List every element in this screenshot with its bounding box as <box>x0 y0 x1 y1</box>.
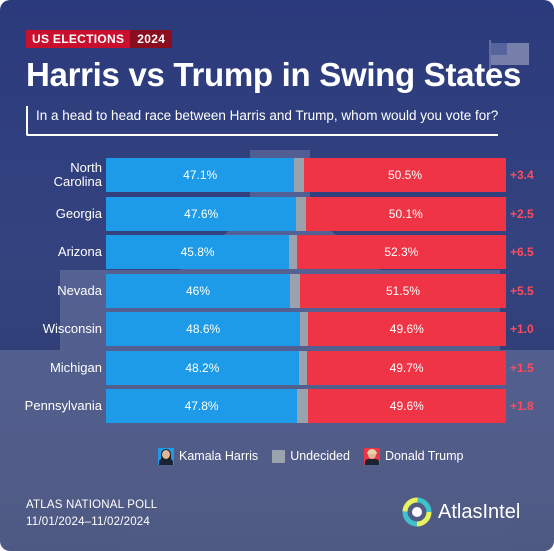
trump-value-label: 52.3% <box>384 245 419 259</box>
state-label: Wisconsin <box>42 321 102 336</box>
poll-source: ATLAS NATIONAL POLL 11/01/2024–11/02/202… <box>26 497 157 531</box>
brand: AtlasIntel <box>402 497 520 527</box>
legend-item-trump: Donald Trump <box>363 447 464 465</box>
category-tag: US ELECTIONS 2024 <box>26 30 173 48</box>
undecided-bar <box>300 312 308 346</box>
trump-lead-label: +1.8 <box>510 399 534 413</box>
state-label: Pennsylvania <box>24 398 102 413</box>
harris-bar <box>106 312 301 346</box>
trump-lead-label: +1.5 <box>510 360 534 375</box>
legend: Kamala Harris Undecided Donald Trump <box>158 446 477 466</box>
harris-value-label: 46% <box>185 283 211 298</box>
question-text: In a head to head race between Harris an… <box>36 108 499 123</box>
trump-value-label: 50.5% <box>387 168 423 182</box>
trump-bar <box>307 312 506 346</box>
state-label: Arizona <box>57 244 102 259</box>
legend-label-trump: Donald Trump <box>384 449 464 463</box>
undecided-swatch <box>272 449 286 463</box>
harris-value-label: 47.6% <box>184 206 219 221</box>
state-label: Michigan <box>49 359 102 375</box>
trump-bar <box>296 235 506 269</box>
harris-value-label: 45.8% <box>180 245 215 259</box>
tag-year: 2024 <box>130 30 173 48</box>
undecided-bar <box>298 350 308 385</box>
poll-dates: 11/01/2024–11/02/2024 <box>26 516 151 528</box>
trump-lead-label: +3.4 <box>510 168 534 182</box>
legend-label-undecided: Undecided <box>290 449 350 463</box>
trump-value-label: 49.6% <box>389 322 424 336</box>
trump-bar <box>307 389 506 423</box>
undecided-bar <box>296 196 306 231</box>
legend-item-harris: Kamala Harris <box>158 447 259 465</box>
harris-bar <box>106 235 290 269</box>
trump-bar <box>300 273 506 308</box>
state-label: North Carolina <box>53 160 102 189</box>
trump-portrait-icon <box>363 447 380 465</box>
harris-bar <box>106 158 295 192</box>
harris-value-label: 48.2% <box>185 360 220 375</box>
harris-value-label: 47.8% <box>184 399 219 413</box>
harris-bar <box>106 273 290 308</box>
legend-item-undecided: Undecided <box>272 449 350 463</box>
harris-bar <box>106 350 299 385</box>
atlasintel-logo-icon <box>402 497 432 527</box>
undecided-bar <box>297 389 308 423</box>
trump-bar <box>307 350 506 385</box>
flag-icon <box>489 40 529 74</box>
state-label: Georgia <box>55 205 102 221</box>
undecided-bar <box>294 158 304 192</box>
trump-lead-label: +1.0 <box>510 322 534 336</box>
trump-lead-label: +6.5 <box>510 245 534 259</box>
trump-lead-label: +5.5 <box>510 283 534 298</box>
legend-label-harris: Kamala Harris <box>179 449 259 463</box>
brand-name: AtlasIntel <box>438 500 521 523</box>
harris-bar <box>106 389 298 423</box>
undecided-bar <box>289 235 297 269</box>
trump-lead-label: +2.5 <box>510 206 534 221</box>
trump-value-label: 51.5% <box>385 283 421 298</box>
harris-bar <box>106 196 297 231</box>
harris-value-label: 47.1% <box>183 168 218 182</box>
trump-bar <box>304 158 506 192</box>
harris-portrait-icon <box>158 447 174 465</box>
trump-value-label: 49.7% <box>389 360 424 375</box>
page-title: Harris vs Trump in Swing States <box>26 56 522 93</box>
tag-section: US ELECTIONS <box>26 30 131 48</box>
trump-value-label: 50.1% <box>388 206 423 221</box>
state-label: Nevada <box>57 282 102 298</box>
trump-bar <box>305 196 506 231</box>
trump-value-label: 49.6% <box>389 399 424 413</box>
question-box: In a head to head race between Harris an… <box>26 106 498 136</box>
harris-value-label: 48.6% <box>186 322 221 336</box>
poll-name: ATLAS NATIONAL POLL <box>26 499 158 511</box>
undecided-bar <box>290 273 300 308</box>
